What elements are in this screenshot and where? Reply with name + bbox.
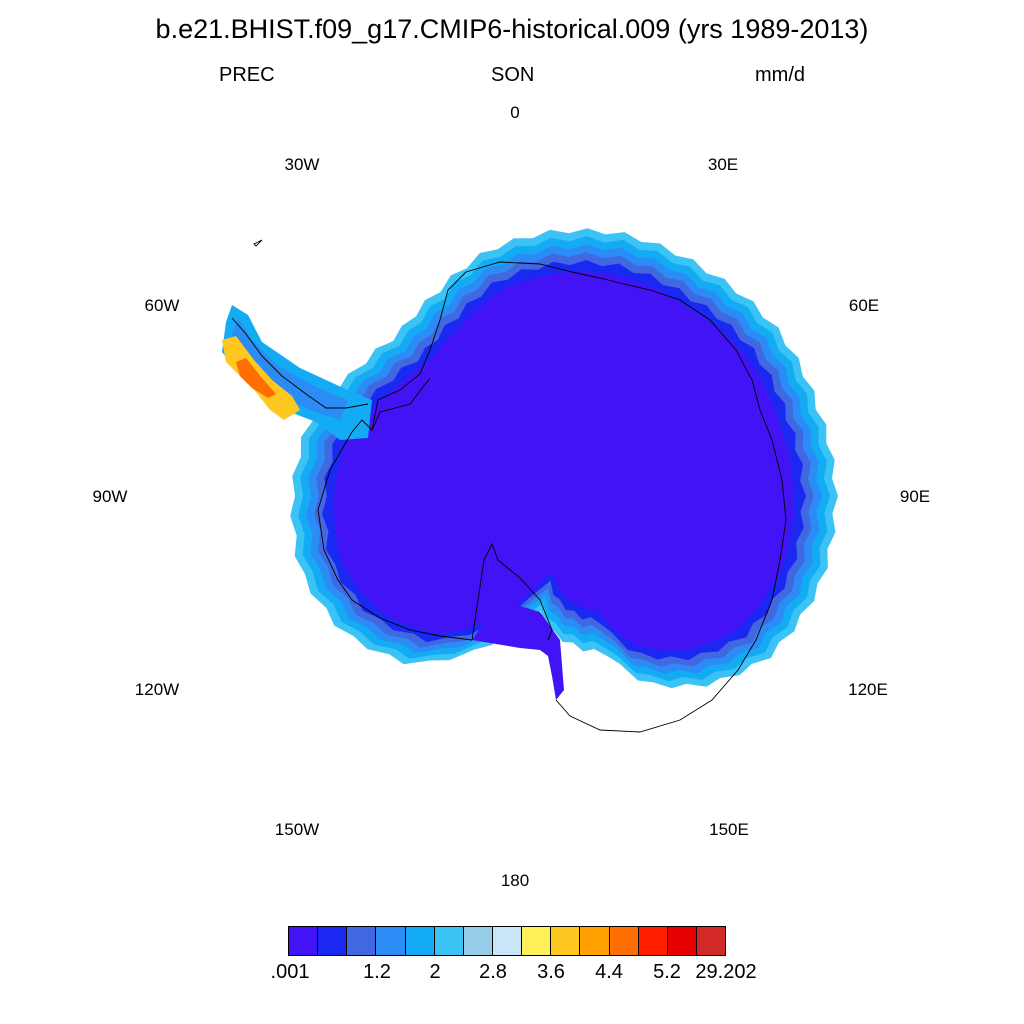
colorbar-label: 5.2 [653, 961, 681, 983]
precip-bands [290, 228, 838, 689]
colorbar-swatch [376, 927, 406, 955]
colorbar-swatch [551, 927, 581, 955]
coastline-weddell [371, 377, 431, 431]
lon-label-150e: 150E [709, 820, 749, 839]
variable-label: PREC [219, 64, 275, 86]
lon-label-180: 180 [500, 871, 530, 890]
peninsula-orange [236, 358, 276, 398]
colorbar-swatch [638, 927, 668, 955]
colorbar-swatch [405, 927, 435, 955]
lon-label-0: 0 [510, 103, 520, 122]
colorbar-swatch [434, 927, 464, 955]
colorbar-label: 2 [429, 961, 441, 983]
colorbar-label: 29.202 [695, 961, 757, 983]
coastline-tip [253, 239, 263, 247]
interior-violet [334, 272, 794, 651]
lon-label-90e: 90E [899, 487, 931, 506]
lon-label-60e: 60E [848, 296, 880, 315]
coastline-west [317, 271, 473, 641]
season-label: SON [491, 64, 535, 86]
coastline-peninsula [231, 317, 369, 409]
lon-label-120w: 120W [134, 680, 180, 699]
units-label: mm/d [755, 64, 805, 86]
coastline [231, 239, 787, 733]
colorbar-swatch [522, 927, 552, 955]
plot-title: b.e21.BHIST.f09_g17.CMIP6-historical.009… [155, 14, 869, 44]
colorbar-swatch [609, 927, 639, 955]
peninsula-mid [230, 318, 348, 420]
antarctic-peninsula [222, 305, 372, 440]
ross-ice-shelf-edge [472, 600, 564, 700]
coastline-east [465, 261, 787, 733]
colorbar [288, 926, 726, 956]
coastline-ross [471, 542, 553, 641]
colorbar-label: .001 [270, 961, 310, 983]
colorbar-swatch [696, 927, 726, 955]
colorbar-swatch [580, 927, 610, 955]
lon-label-150w: 150W [274, 820, 320, 839]
lon-label-60w: 60W [144, 296, 180, 315]
colorbar-label: 1.2 [363, 961, 391, 983]
lon-label-30e: 30E [707, 155, 739, 174]
colorbar-label: 4.4 [595, 961, 623, 983]
lon-label-30w: 30W [284, 155, 320, 174]
colorbar-label: 3.6 [537, 961, 565, 983]
colorbar-swatch [318, 927, 348, 955]
lon-label-90w: 90W [92, 487, 128, 506]
colorbar-swatch [347, 927, 377, 955]
colorbar-label: 2.8 [479, 961, 507, 983]
colorbar-swatch [492, 927, 523, 955]
colorbar-swatch [289, 927, 319, 955]
colorbar-swatch [463, 927, 493, 955]
lon-label-120e: 120E [848, 680, 888, 699]
colorbar-swatch [667, 927, 697, 955]
